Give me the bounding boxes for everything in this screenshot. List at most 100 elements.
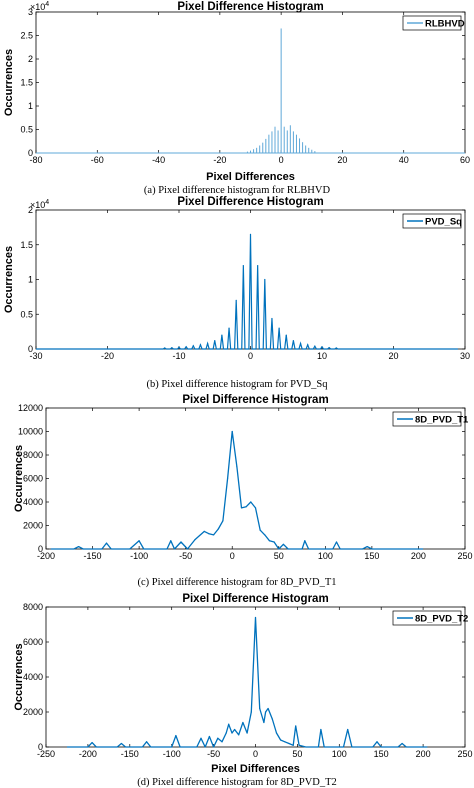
data-point	[228, 724, 229, 725]
data-point	[121, 743, 122, 744]
data-point	[193, 345, 194, 346]
x-tick-label: 200	[416, 749, 431, 759]
data-point	[321, 346, 322, 347]
x-tick-label: 150	[374, 749, 389, 759]
x-tick-label: -40	[152, 155, 165, 165]
y-tick-label: 2.5	[20, 31, 33, 41]
y-tick-label: 2000	[23, 707, 43, 717]
legend-label: PVD_Sq	[425, 217, 462, 228]
series-line	[67, 618, 427, 748]
y-tick-label: 10000	[18, 427, 43, 437]
data-point	[213, 534, 214, 535]
y-tick-label: 0	[28, 344, 33, 354]
data-point	[218, 528, 219, 529]
chart-title: Pixel Difference Histogram	[182, 394, 328, 406]
data-point	[241, 507, 242, 508]
x-tick-label: 0	[279, 155, 284, 165]
y-multiplier: ×104	[30, 1, 49, 12]
data-point	[200, 344, 201, 345]
y-tick-label: 0	[38, 544, 43, 554]
x-tick-label: 0	[253, 749, 258, 759]
figure-caption: (b) Pixel difference histogram for PVD_S…	[147, 379, 329, 390]
data-point	[221, 335, 222, 336]
data-point	[264, 534, 265, 535]
x-tick-label: 250	[457, 551, 472, 561]
data-point	[269, 540, 270, 541]
y-tick-label: 6000	[23, 474, 43, 484]
data-point	[243, 265, 244, 266]
x-tick-label: -20	[101, 351, 114, 361]
data-point	[234, 729, 235, 730]
data-point	[227, 478, 228, 479]
data-point	[217, 738, 218, 739]
data-point	[257, 265, 258, 266]
y-tick-label: 1.5	[20, 78, 33, 88]
y-multiplier: ×104	[30, 199, 49, 210]
x-tick-label: -20	[213, 155, 226, 165]
legend-label: RLBHVD	[425, 19, 465, 30]
data-point	[260, 530, 261, 531]
legend-label: 8D_PVD_T1	[415, 415, 469, 426]
chart-title: Pixel Difference Histogram	[182, 593, 328, 605]
data-point	[170, 540, 171, 541]
data-point	[336, 541, 337, 542]
plot-frame	[36, 12, 465, 153]
data-point	[284, 741, 285, 742]
x-tick-label: 100	[318, 551, 333, 561]
x-tick-label: -10	[172, 351, 185, 361]
x-tick-label: 250	[457, 749, 472, 759]
x-tick-label: 100	[332, 749, 347, 759]
data-point	[232, 431, 233, 432]
data-point	[214, 340, 215, 341]
y-tick-label: 1	[28, 275, 33, 285]
data-point	[251, 711, 252, 712]
data-point	[300, 343, 301, 344]
data-point	[106, 543, 107, 544]
data-point	[329, 347, 330, 348]
data-point	[274, 541, 275, 542]
x-axis-label: Pixel Differences	[206, 171, 295, 183]
x-axis-label: Pixel Differences	[211, 763, 300, 775]
data-point	[247, 732, 248, 733]
data-point	[295, 725, 296, 726]
x-tick-label: -50	[179, 551, 192, 561]
x-tick-label: 20	[388, 351, 398, 361]
series-line	[36, 234, 458, 349]
data-point	[272, 718, 273, 719]
x-tick-label: -60	[91, 155, 104, 165]
plot-frame	[36, 210, 465, 349]
y-tick-label: 1	[28, 101, 33, 111]
data-point	[207, 343, 208, 344]
y-axis-label: Occurrences	[3, 246, 15, 313]
x-tick-label: 200	[411, 551, 426, 561]
data-point	[209, 736, 210, 737]
y-tick-label: 8000	[23, 602, 43, 612]
data-point	[238, 734, 239, 735]
data-point	[307, 344, 308, 345]
y-tick-label: 12000	[18, 403, 43, 413]
data-point	[242, 722, 243, 723]
data-point	[255, 507, 256, 508]
data-point	[279, 328, 280, 329]
y-tick-label: 8000	[23, 450, 43, 460]
data-point	[180, 541, 181, 542]
x-tick-label: 50	[274, 551, 284, 561]
y-axis-label: Occurrences	[13, 445, 25, 512]
data-point	[376, 741, 377, 742]
y-tick-label: 0	[28, 148, 33, 158]
x-tick-label: 30	[460, 351, 470, 361]
data-point	[336, 347, 337, 348]
x-tick-label: 0	[248, 351, 253, 361]
y-tick-label: 4000	[23, 497, 43, 507]
x-tick-label: 20	[337, 155, 347, 165]
legend-label: 8D_PVD_T2	[415, 614, 468, 625]
data-point	[320, 729, 321, 730]
y-multiplier-exponent: 4	[45, 199, 49, 206]
data-point	[78, 546, 79, 547]
y-tick-label: 0.5	[20, 309, 33, 319]
data-point	[367, 546, 368, 547]
data-point	[271, 318, 272, 319]
data-point	[175, 735, 176, 736]
chart-title: Pixel Difference Histogram	[177, 1, 323, 13]
y-tick-label: 0.5	[20, 125, 33, 135]
